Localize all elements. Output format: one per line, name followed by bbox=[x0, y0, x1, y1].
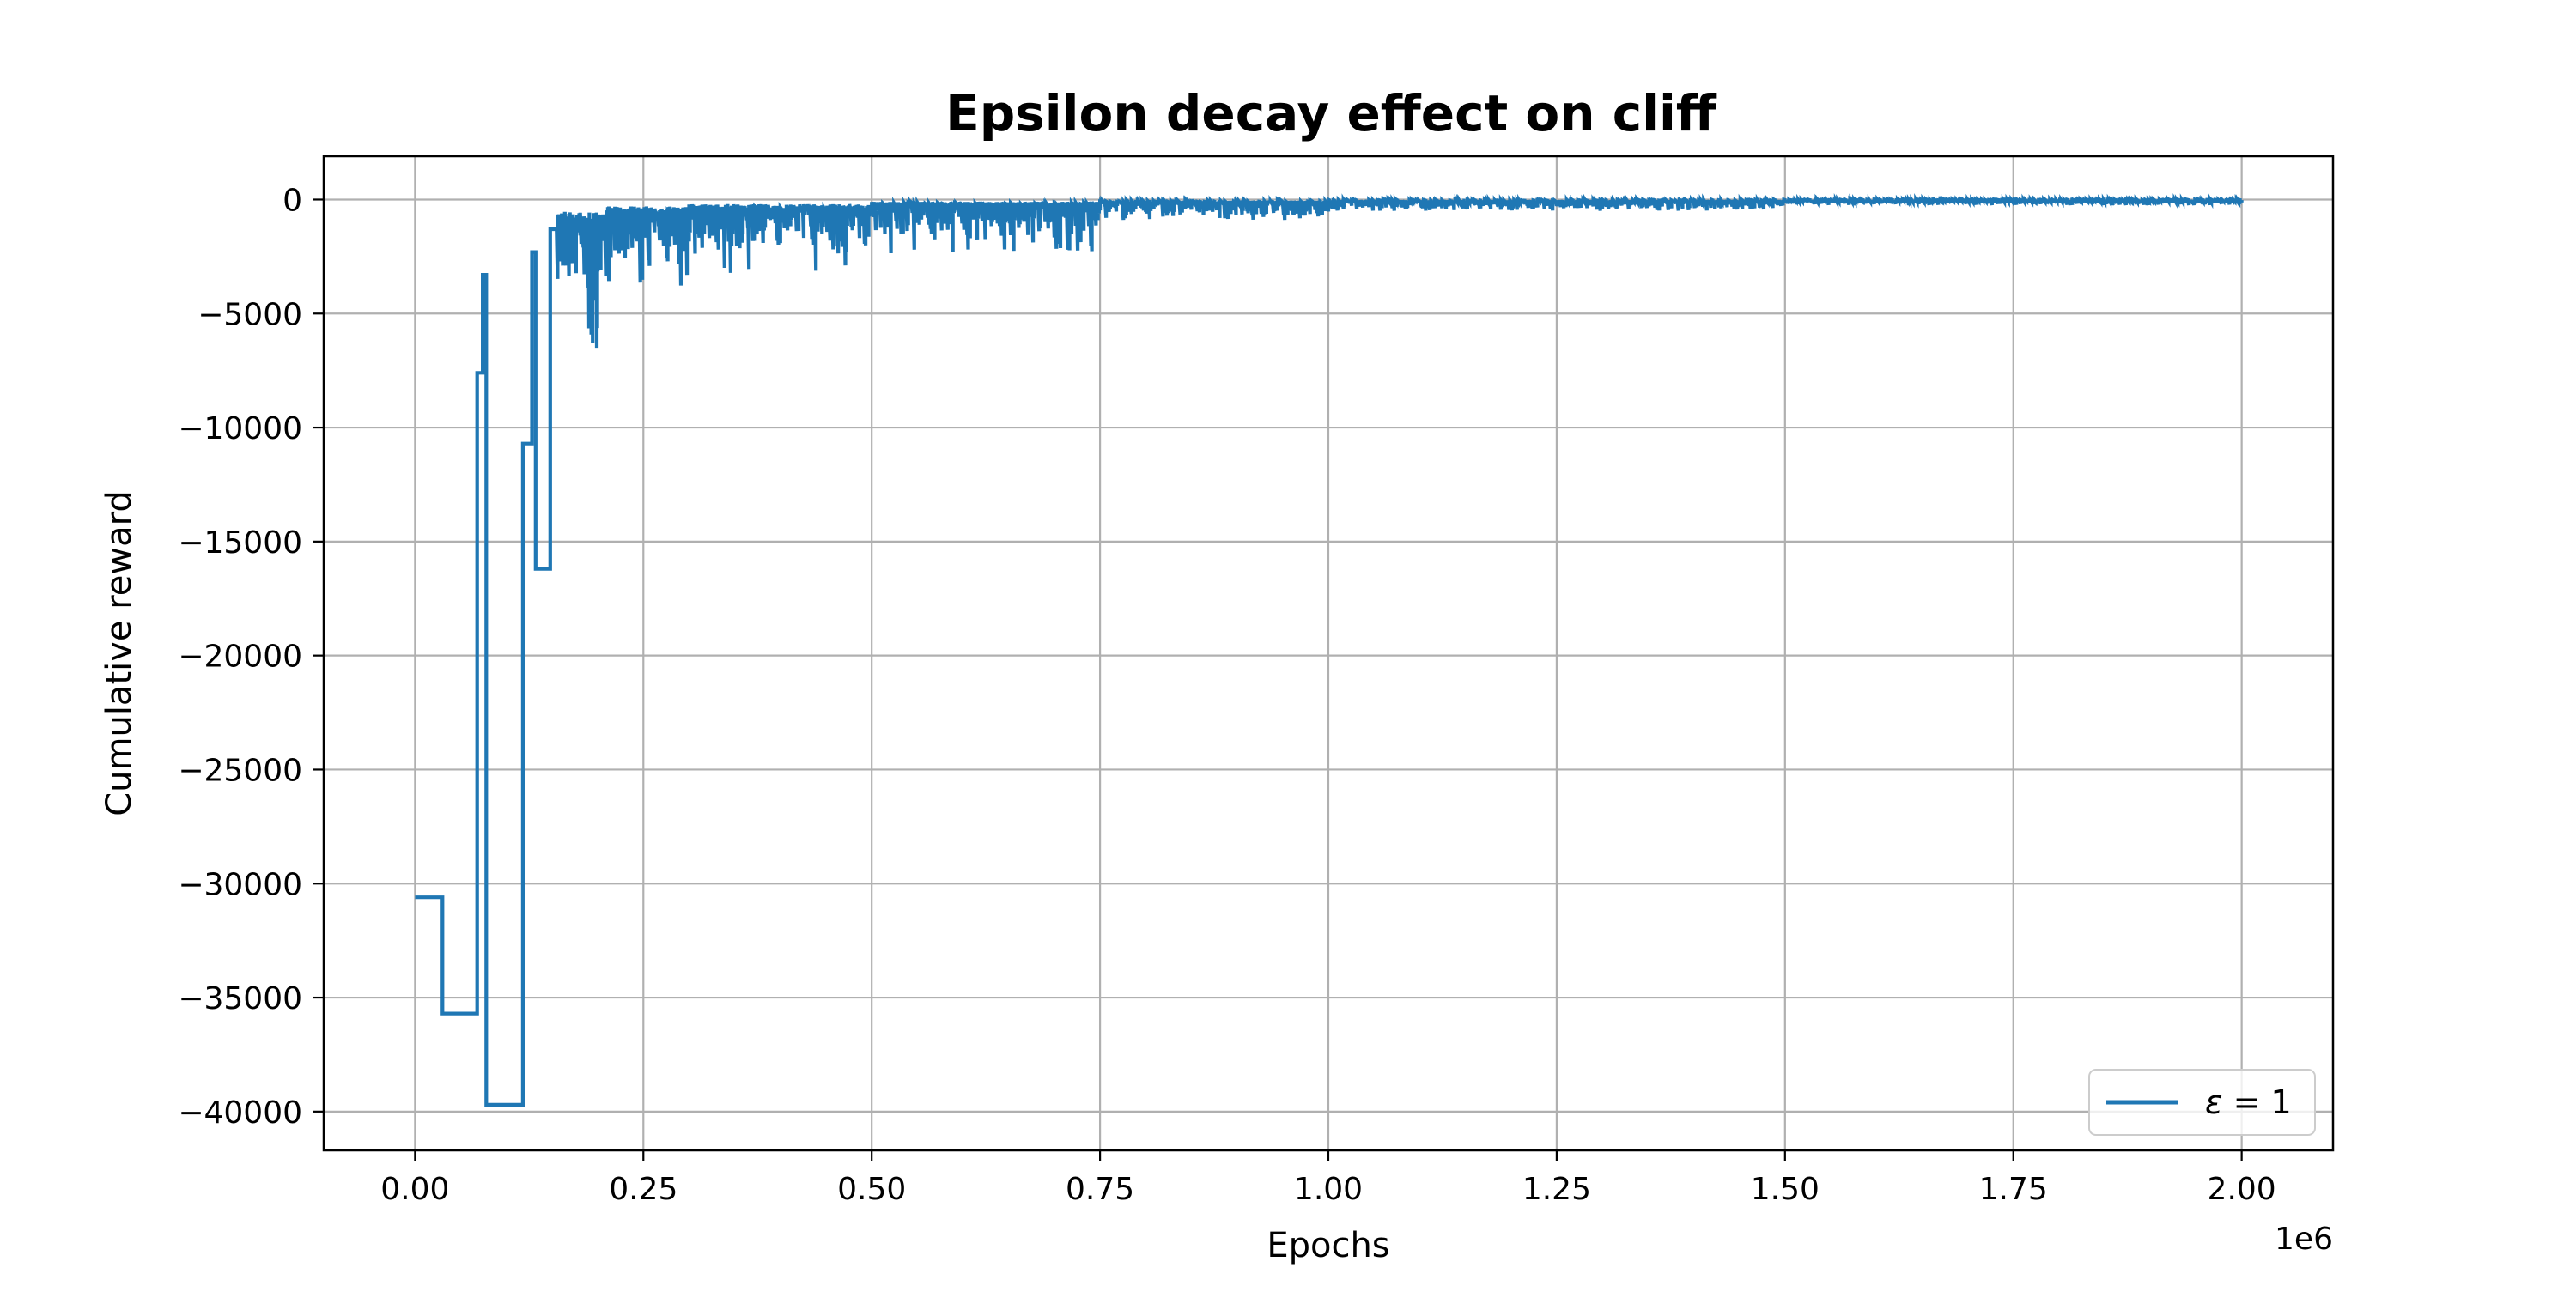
y-axis-label: Cumulative reward bbox=[100, 490, 139, 816]
x-tick-label: 0.25 bbox=[609, 1172, 677, 1207]
x-axis-offset-label: 1e6 bbox=[2275, 1222, 2333, 1257]
legend-label-symbol: ε bbox=[2205, 1083, 2223, 1121]
x-axis: 0.00 0.25 0.50 0.75 1.00 1.25 1.50 1.75 2.00 bbox=[380, 1150, 2276, 1207]
y-tick-label: −15000 bbox=[178, 525, 302, 561]
chart-title: Epsilon decay effect on cliff bbox=[945, 84, 1717, 143]
x-tick-label: 0.75 bbox=[1066, 1172, 1134, 1207]
legend-label: ε = 1 bbox=[2205, 1083, 2292, 1121]
y-tick-label: −40000 bbox=[178, 1095, 302, 1131]
series-line bbox=[415, 192, 2244, 1107]
x-tick-label: 1.00 bbox=[1294, 1172, 1363, 1207]
y-tick-label: −10000 bbox=[178, 411, 302, 446]
x-tick-label: 1.25 bbox=[1522, 1172, 1591, 1207]
y-tick-label: −30000 bbox=[178, 867, 302, 902]
y-tick-label: −25000 bbox=[178, 753, 302, 788]
y-tick-label: −5000 bbox=[197, 297, 302, 332]
y-tick-label: −20000 bbox=[178, 640, 302, 675]
series-layer bbox=[415, 192, 2244, 1107]
x-tick-label: 0.50 bbox=[837, 1172, 906, 1207]
y-axis: 0 −5000 −10000 −15000 −20000 −25000 −30000 −350… bbox=[178, 183, 324, 1131]
legend-label-rest: = 1 bbox=[2223, 1083, 2292, 1121]
y-tick-label: −35000 bbox=[178, 981, 302, 1016]
x-axis-label: Epochs bbox=[1267, 1226, 1389, 1265]
legend-box bbox=[2088, 1069, 2316, 1136]
legend: ε = 1 bbox=[2088, 1069, 2316, 1136]
x-tick-label: 1.50 bbox=[1751, 1172, 1820, 1207]
grid-layer bbox=[324, 156, 2333, 1150]
y-tick-label: 0 bbox=[283, 183, 302, 218]
x-tick-label: 0.00 bbox=[380, 1172, 449, 1207]
x-tick-label: 2.00 bbox=[2208, 1172, 2276, 1207]
x-tick-label: 1.75 bbox=[1979, 1172, 2048, 1207]
